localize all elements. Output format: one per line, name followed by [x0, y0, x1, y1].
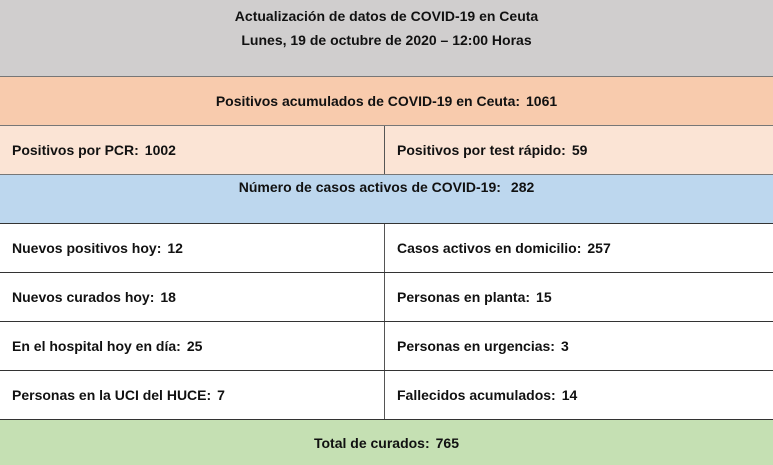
total-positives-row: Positivos acumulados de COVID-19 en Ceut… — [0, 77, 773, 126]
value: 15 — [536, 289, 552, 305]
title: Actualización de datos de COVID-19 en Ce… — [234, 8, 539, 24]
label: Positivos por PCR: — [12, 142, 139, 158]
value: 7 — [217, 387, 225, 403]
value: 1061 — [526, 93, 558, 109]
header: Actualización de datos de COVID-19 en Ce… — [0, 0, 773, 77]
total-recovered-row: Total de curados: 765 — [0, 420, 773, 465]
label: Positivos por test rápido: — [397, 142, 566, 158]
value: 12 — [167, 240, 183, 256]
label: Total de curados: — [313, 434, 430, 451]
label: Personas en urgencias: — [397, 338, 555, 354]
label: Personas en la UCI del HUCE: — [12, 387, 212, 403]
cell: Fallecidos acumulados: 14 — [385, 371, 773, 419]
cell: Positivos por PCR: 1002 — [0, 126, 385, 174]
subtitle: Lunes, 19 de octubre de 2020 – 12:00 Hor… — [241, 32, 532, 48]
label: Casos activos en domicilio: — [397, 240, 582, 256]
cell: Positivos por test rápido: 59 — [385, 126, 773, 174]
table-row: En el hospital hoy en día: 25 Personas en … — [0, 322, 773, 371]
active-cases-row: Número de casos activos de COVID-19: 282 — [0, 175, 773, 224]
value: 25 — [186, 338, 203, 354]
cell: Positivos acumulados de COVID-19 en Ceut… — [0, 77, 773, 125]
value: 257 — [587, 240, 611, 256]
value: 14 — [561, 387, 578, 403]
cell: Personas en urgencias: 3 — [385, 322, 773, 370]
value: 18 — [160, 289, 176, 305]
label: Positivos acumulados de COVID-19 en Ceut… — [215, 93, 521, 109]
label: En el hospital hoy en día: — [12, 338, 181, 354]
value: 3 — [560, 338, 569, 354]
cell: Nuevos positivos hoy: 12 — [0, 224, 385, 272]
cell: Número de casos activos de COVID-19: 282 — [0, 175, 773, 223]
table-row: Nuevos positivos hoy: 12 Casos activos en … — [0, 224, 773, 273]
label: Personas en planta: — [397, 289, 531, 305]
label: Número de casos activos de COVID-19: — [238, 179, 501, 195]
value: 765 — [435, 434, 459, 451]
table-row: Nuevos curados hoy: 18 Personas en planta:… — [0, 273, 773, 322]
label: Nuevos curados hoy: — [12, 289, 155, 305]
cell: Nuevos curados hoy: 18 — [0, 273, 385, 321]
positives-split-row: Positivos por PCR: 1002 Positivos por tes… — [0, 126, 773, 175]
label: Fallecidos acumulados: — [397, 387, 556, 403]
table-row: Personas en la UCI del HUCE: 7 Fallecidos … — [0, 371, 773, 420]
value: 282 — [510, 179, 535, 195]
label: Nuevos positivos hoy: — [12, 240, 162, 256]
value: 1002 — [144, 142, 176, 158]
cell: Personas en la UCI del HUCE: 7 — [0, 371, 385, 419]
cell: Personas en planta: 15 — [385, 273, 773, 321]
cell: Total de curados: 765 — [0, 420, 773, 465]
cell: Casos activos en domicilio: 257 — [385, 224, 773, 272]
cell: En el hospital hoy en día: 25 — [0, 322, 385, 370]
value: 59 — [571, 142, 588, 158]
